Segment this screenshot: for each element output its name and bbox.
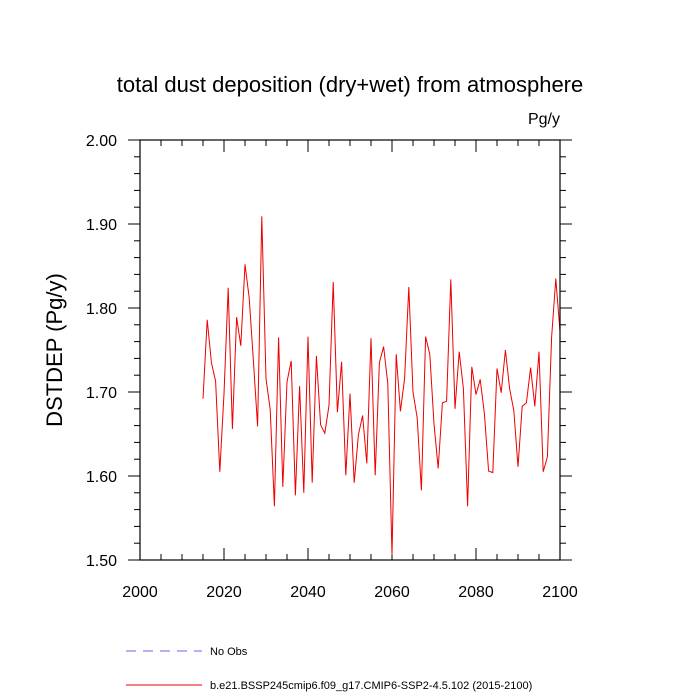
units-label: Pg/y [528,111,560,128]
y-tick-label: 2.00 [86,133,117,150]
legend-obs-label: No Obs [210,646,248,658]
x-tick-label: 2020 [206,584,242,601]
x-tick-label: 2040 [290,584,326,601]
y-tick-label: 1.80 [86,301,117,318]
plot-frame [139,139,561,561]
y-tick-label: 1.60 [86,469,117,486]
series-line [202,216,561,556]
x-tick-label: 2060 [374,584,410,601]
x-tick-label: 2000 [122,584,158,601]
x-tick-label: 2100 [542,584,578,601]
y-tick-label: 1.90 [86,217,117,234]
x-tick-label: 2080 [458,584,494,601]
series-layer [202,216,561,556]
y-axis-label: DSTDEP (Pg/y) [42,273,67,427]
chart-title: total dust deposition (dry+wet) from atm… [117,72,584,97]
y-tick-label: 1.50 [86,553,117,570]
legend-series-label: b.e21.BSSP245cmip6.f09_g17.CMIP6-SSP2-4.… [210,680,532,692]
tick-labels: 2000 2020 2040 2060 2080 2100 1.50 1.60 1.70 1.80… [86,133,578,601]
y-tick-label: 1.70 [86,385,117,402]
